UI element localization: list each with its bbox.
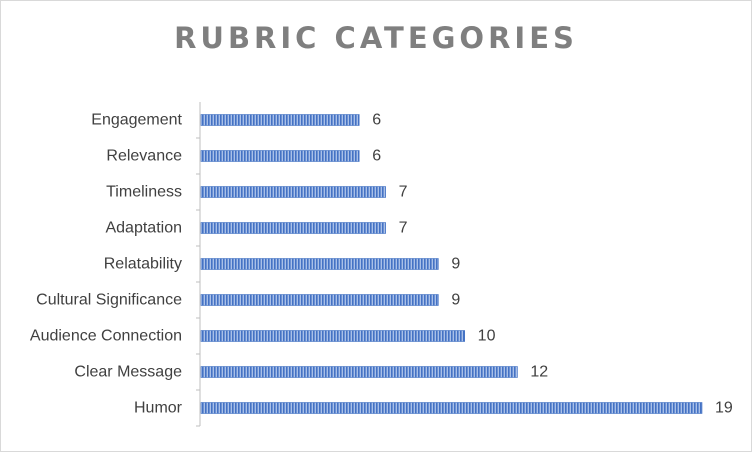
category-label: Timeliness xyxy=(106,184,182,201)
bar-audience-connection xyxy=(200,330,465,342)
bar-engagement xyxy=(200,114,360,126)
category-label: Cultural Significance xyxy=(36,292,182,309)
data-label: 6 xyxy=(372,112,381,129)
bar-timeliness xyxy=(200,186,386,198)
category-label: Audience Connection xyxy=(30,328,182,345)
data-label: 7 xyxy=(399,184,408,201)
data-label: 9 xyxy=(451,292,460,309)
category-label: Relevance xyxy=(106,148,182,165)
data-label: 6 xyxy=(372,148,381,165)
category-label: Clear Message xyxy=(74,364,182,381)
data-label: 10 xyxy=(478,328,496,345)
data-label: 19 xyxy=(715,400,733,417)
chart-title: RUBRIC CATEGORIES xyxy=(174,21,578,55)
data-label: 7 xyxy=(399,220,408,237)
category-label: Adaptation xyxy=(105,220,182,237)
bar-relatability xyxy=(200,258,439,270)
category-label: Engagement xyxy=(91,112,182,129)
data-label: 9 xyxy=(451,256,460,273)
category-label: Humor xyxy=(134,400,183,417)
category-label: Relatability xyxy=(104,256,182,273)
bar-relevance xyxy=(200,150,360,162)
bar-cultural-significance xyxy=(200,294,439,306)
data-label: 12 xyxy=(530,364,548,381)
bar-clear-message xyxy=(200,366,518,378)
bar-humor xyxy=(200,402,703,414)
bar-adaptation xyxy=(200,222,386,234)
